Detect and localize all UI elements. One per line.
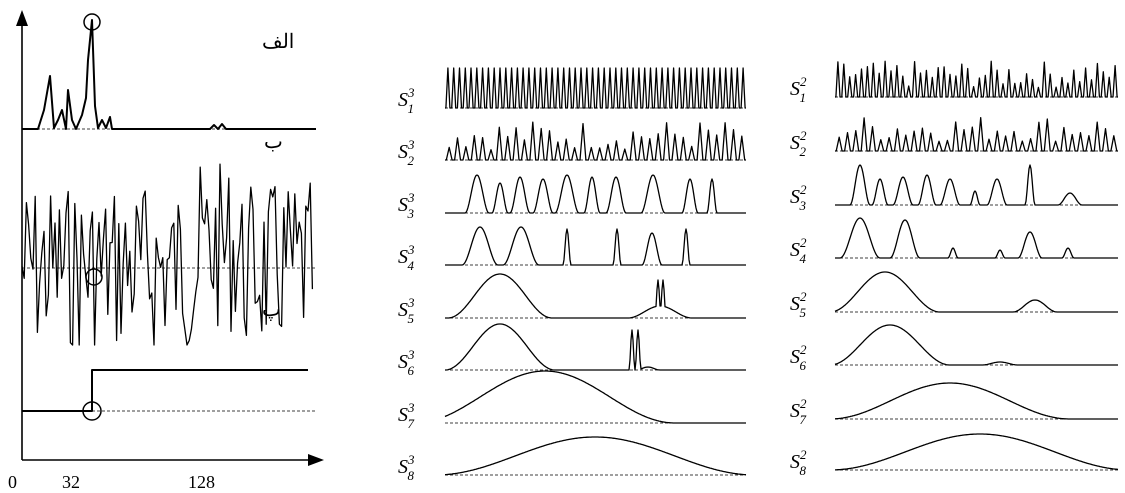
- s3-2-curve: [445, 121, 746, 161]
- s3-5-curve: [445, 273, 746, 319]
- label-a: الف: [262, 31, 294, 53]
- s3-7-curve: [444, 370, 746, 424]
- label-s2-2: S2 2: [790, 128, 807, 159]
- label-s2-8: S2 8: [790, 447, 807, 478]
- y-axis-arrow: [16, 10, 28, 26]
- label-s2-1: S2 1: [790, 74, 807, 105]
- signal-c-line: [22, 369, 308, 412]
- label-s3-7: S3 7: [398, 400, 415, 431]
- label-s2-7: S2 7: [790, 396, 807, 427]
- label-s3-2: S3 2: [398, 137, 415, 168]
- s2-7-curve: [835, 382, 1118, 420]
- s2-4-curve: [835, 217, 1118, 259]
- signal-a-line: [22, 19, 316, 130]
- step-marker-c: [82, 401, 102, 421]
- middle-panel: S3 1 S3 2 S3 3 S3 4 S3 5 S3 6 S3 7 S3 8: [398, 67, 747, 483]
- peak-marker-a: [83, 13, 101, 31]
- x-axis-arrow: [308, 454, 324, 466]
- label-s2-5: S2 5: [790, 289, 807, 320]
- x-tick-128: 128: [188, 472, 215, 492]
- s3-8-curve: [445, 436, 747, 476]
- x-tick-0: 0: [8, 472, 17, 492]
- label-s3-6: S3 6: [398, 347, 415, 378]
- s2-8-curve: [835, 433, 1119, 471]
- s3-4-curve: [445, 226, 746, 266]
- s2-3-curve: [835, 164, 1118, 206]
- label-s3-1: S3 1: [398, 85, 415, 116]
- s2-2-curve: [835, 117, 1118, 152]
- marker-b: [85, 268, 103, 286]
- label-s2-3: S2 3: [790, 182, 807, 213]
- label-s2-4: S2 4: [790, 235, 807, 266]
- label-s3-5: S3 5: [398, 295, 415, 326]
- right-panel: S2 1 S2 2 S2 3 S2 4 S2 5 S2 6 S2 7 S2 8: [790, 60, 1119, 478]
- label-s3-3: S3 3: [398, 190, 415, 221]
- label-s3-8: S3 8: [398, 452, 415, 483]
- signal-b-line: [21, 163, 314, 346]
- s2-6-curve: [834, 324, 1118, 366]
- s2-5-curve: [834, 271, 1118, 313]
- label-s2-6: S2 6: [790, 342, 807, 373]
- s3-3-curve: [445, 174, 746, 214]
- label-s3-4: S3 4: [398, 242, 415, 273]
- left-panel: 0 32 128 الف ب پ: [8, 10, 324, 492]
- x-tick-32: 32: [62, 472, 80, 492]
- s3-1-curve: [445, 67, 746, 109]
- label-b: ب: [264, 131, 283, 153]
- s2-1-curve: [835, 60, 1118, 98]
- s3-6-curve: [445, 323, 746, 371]
